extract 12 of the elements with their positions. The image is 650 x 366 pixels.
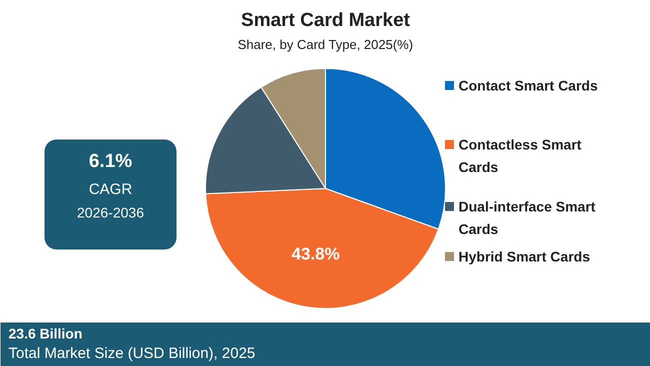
legend-label: Contact Smart Cards (458, 78, 598, 94)
legend-label: Contactless Smart Cards (458, 136, 582, 175)
text: 6.1% (88, 151, 132, 172)
chart-subtitle: Share, by Card Type, 2025(%) (238, 37, 414, 52)
text: 2026-2036 (77, 204, 144, 220)
legend-label: Dual-interface Smart Cards (458, 198, 596, 237)
legend-label: Hybrid Smart Cards (458, 248, 590, 264)
text: Total Market Size (USD Billion), 2025 (8, 345, 256, 362)
text: 23.6 Billion (8, 326, 82, 342)
data-label: 43.8% (291, 244, 340, 264)
chart-title: Smart Card Market (241, 10, 411, 31)
text: CAGR (88, 181, 132, 198)
